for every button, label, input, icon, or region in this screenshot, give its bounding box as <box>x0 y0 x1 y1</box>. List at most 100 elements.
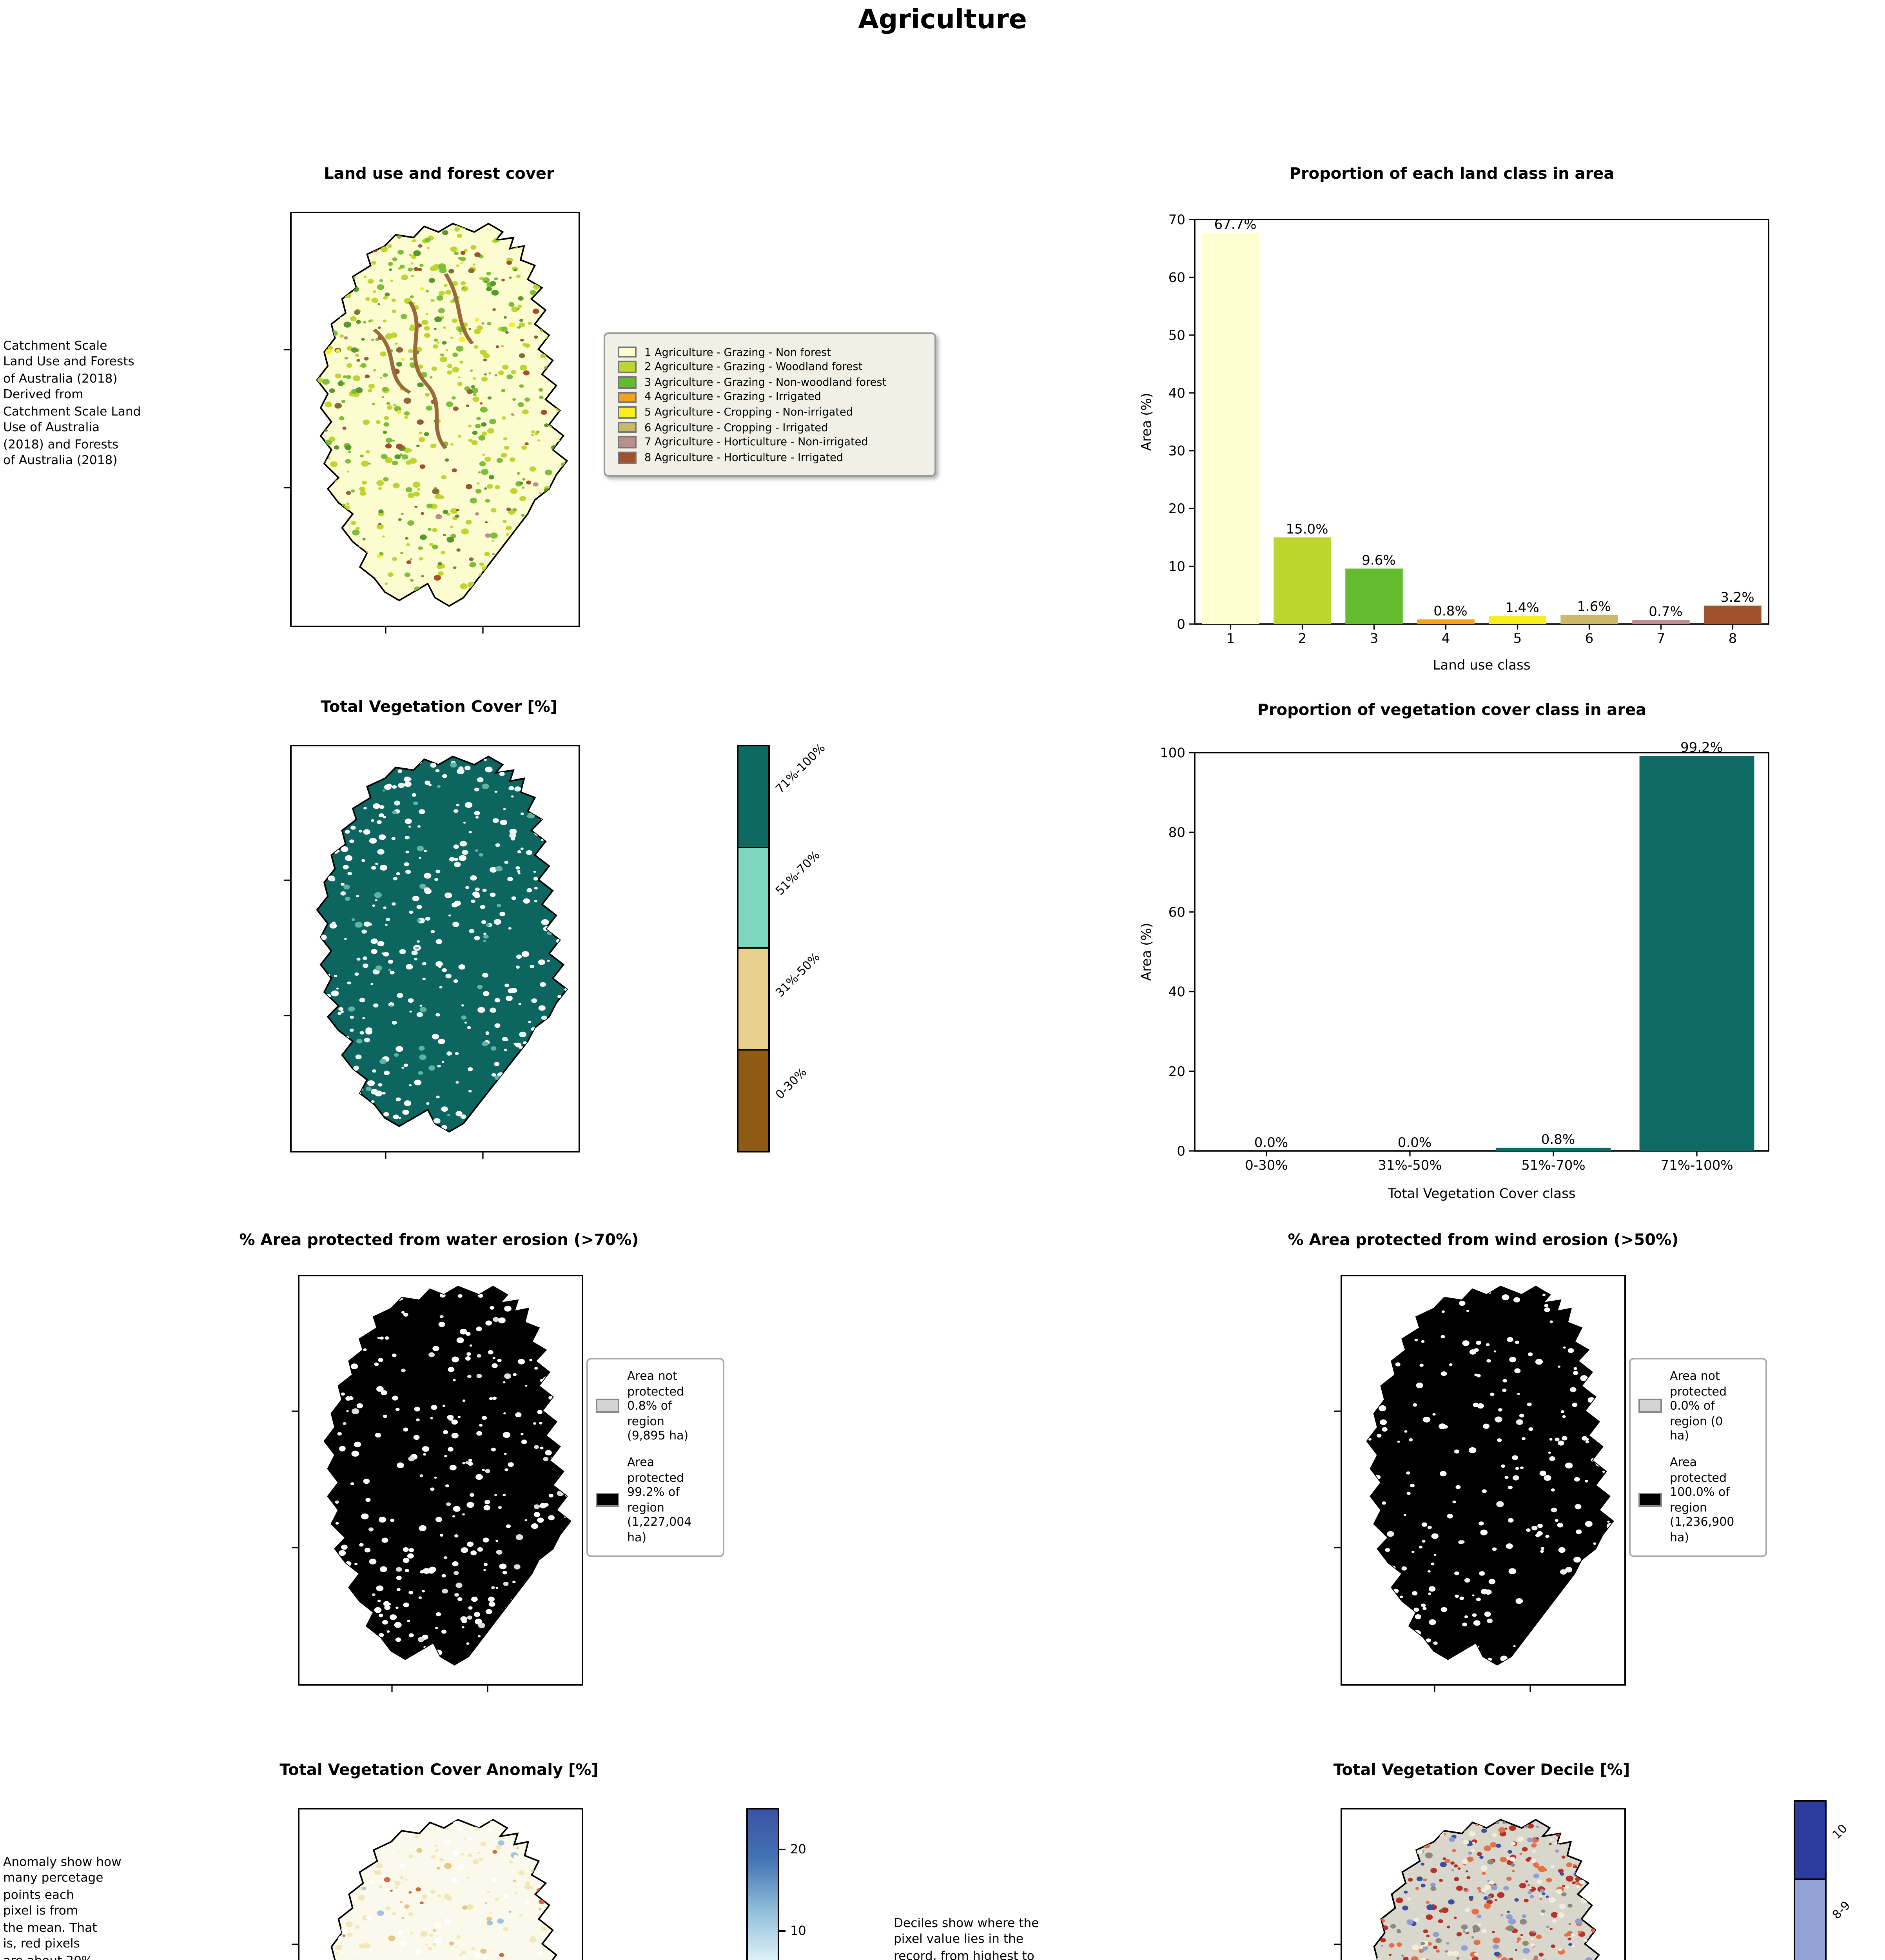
speckle-dot <box>362 1017 365 1020</box>
speckle-dot <box>521 1439 527 1444</box>
speckle-dot <box>517 326 521 329</box>
speckle-dot <box>1560 1569 1567 1575</box>
speckle-dot <box>436 1095 440 1098</box>
speckle-dot <box>463 1837 466 1840</box>
speckle-dot <box>1576 1529 1582 1534</box>
x-tick-label: 0-30% <box>1245 1158 1288 1173</box>
speckle-dot <box>508 302 515 307</box>
speckle-dot <box>467 1615 473 1620</box>
speckle-dot <box>347 1933 352 1937</box>
speckle-dot <box>503 316 507 319</box>
speckle-dot <box>1484 1903 1491 1909</box>
speckle-dot <box>1440 1471 1447 1477</box>
speckle-dot <box>383 430 387 434</box>
speckle-dot <box>440 1534 444 1537</box>
speckle-dot <box>1519 1853 1522 1855</box>
speckle-dot <box>480 905 486 909</box>
speckle-dot <box>1421 1340 1425 1343</box>
legend-swatch <box>618 421 637 434</box>
speckle-dot <box>1555 1437 1560 1441</box>
speckle-dot <box>1503 1886 1509 1891</box>
speckle-dot <box>1481 1929 1487 1933</box>
bar-value-label: 0.0% <box>1254 1135 1288 1151</box>
speckle-dot <box>481 376 488 382</box>
speckle-dot <box>504 1453 507 1455</box>
speckle-dot <box>363 419 370 425</box>
colorbar-tick <box>779 1930 786 1932</box>
speckle-dot <box>361 338 365 341</box>
speckle-dot <box>377 820 382 824</box>
speckle-dot <box>508 1462 514 1467</box>
speckle-dot <box>450 525 454 528</box>
speckle-dot <box>1531 1938 1534 1940</box>
speckle-dot <box>363 963 368 968</box>
speckle-dot <box>1515 1949 1518 1951</box>
speckle-dot <box>351 1408 359 1414</box>
speckle-dot <box>469 562 476 568</box>
speckle-dot <box>1515 1598 1523 1604</box>
speckle-dot <box>503 520 507 523</box>
speckle-dot <box>487 1500 490 1503</box>
speckle-dot <box>452 352 458 357</box>
speckle-dot <box>513 1564 521 1570</box>
speckle-dot <box>435 869 441 873</box>
speckle-dot <box>479 461 486 466</box>
speckle-dot <box>383 319 387 323</box>
speckle-dot <box>1481 1828 1487 1833</box>
speckle-dot <box>503 1381 506 1384</box>
river-streak <box>373 328 411 394</box>
speckle-dot <box>1555 1519 1558 1522</box>
speckle-dot <box>515 1534 523 1540</box>
speckle-dot <box>519 481 523 485</box>
x-tick-label: 71%-100% <box>1660 1158 1733 1173</box>
speckle-dot <box>460 1114 466 1119</box>
catchment-outline <box>1367 1287 1613 1664</box>
speckle-dot <box>364 1038 370 1043</box>
speckle-dot <box>382 535 385 537</box>
speckle-dot <box>421 319 428 325</box>
speckle-dot <box>413 1435 420 1440</box>
speckle-dot <box>481 469 489 475</box>
speckle-dot <box>531 1523 539 1529</box>
speckle-dot <box>520 339 524 342</box>
speckle-dot <box>372 904 376 907</box>
speckle-dot <box>413 801 418 806</box>
y-axis-label: Area (%) <box>1139 923 1154 981</box>
speckle-dot <box>374 892 382 898</box>
speckle-dot <box>474 788 479 791</box>
colorbar-segment-label: 0-30% <box>773 1065 810 1102</box>
speckle-dot <box>501 278 505 281</box>
speckle-dot <box>1461 1945 1468 1951</box>
speckle-dot <box>398 518 402 521</box>
speckle-dot <box>1433 1945 1438 1949</box>
speckle-dot <box>485 499 490 503</box>
speckle-dot <box>341 882 345 886</box>
speckle-dot <box>1555 1849 1559 1853</box>
speckle-dot <box>1500 1914 1504 1916</box>
speckle-dot <box>533 877 538 881</box>
speckle-dot <box>441 1061 444 1063</box>
speckle-dot <box>448 1367 455 1372</box>
speckle-dot <box>363 1348 367 1351</box>
speckle-dot <box>498 1840 504 1846</box>
speckle-dot <box>1558 1440 1564 1446</box>
speckle-dot <box>513 1880 516 1882</box>
speckle-dot <box>446 1896 452 1901</box>
speckle-dot <box>455 1111 463 1116</box>
speckle-dot <box>341 1544 348 1550</box>
speckle-dot <box>379 1059 386 1064</box>
speckle-dot <box>1476 1340 1482 1345</box>
speckle-dot <box>1464 1888 1467 1891</box>
speckle-dot <box>491 1073 496 1077</box>
colorbar-segment <box>738 949 768 1050</box>
speckle-dot <box>379 805 385 809</box>
speckle-dot <box>466 1502 474 1508</box>
speckle-dot <box>1414 1338 1418 1341</box>
speckle-dot <box>512 1581 516 1584</box>
speckle-dot <box>496 458 503 463</box>
speckle-dot <box>363 807 367 809</box>
speckle-dot <box>525 1900 531 1904</box>
speckle-dot <box>1502 1821 1506 1824</box>
legend-swatch <box>618 346 637 358</box>
